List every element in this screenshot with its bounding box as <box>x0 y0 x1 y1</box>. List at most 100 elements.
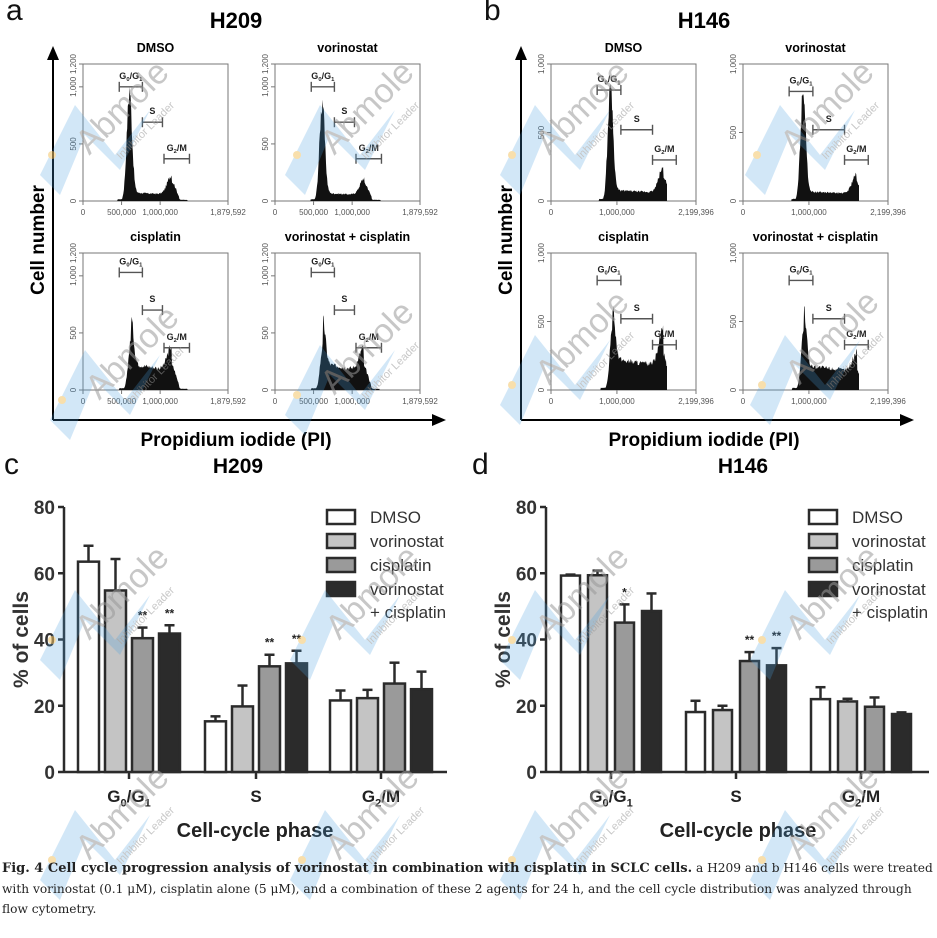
bar-dmso <box>684 710 707 774</box>
y-tick-label: 1,000 <box>537 242 546 263</box>
significance-marker: * <box>622 585 627 599</box>
bar-cisplatin <box>130 636 155 774</box>
panel-title: H209 <box>210 8 263 33</box>
legend: DMSO vorinostat cisplatin vorinostat + cispl… <box>325 508 446 622</box>
caption-body: a H209 and b H146 cells were treated wit… <box>2 861 933 916</box>
y-tick-label: 0 <box>537 198 546 203</box>
y-axis-arrowhead-icon <box>515 46 527 60</box>
x-tick-label: 1,000,000 <box>791 208 827 217</box>
legend-label: + cisplatin <box>852 603 928 622</box>
x-axis-label: Propidium iodide (PI) <box>140 430 331 450</box>
x-tick-label: 0 <box>741 397 746 406</box>
y-tick-label: 1,000 <box>69 265 78 286</box>
y-tick-label: 0 <box>261 198 270 203</box>
y-tick-label: 500 <box>537 125 546 139</box>
x-tick-label: G0/G1 <box>107 787 151 809</box>
y-tick-label: 0 <box>69 198 78 203</box>
legend-swatch <box>807 580 839 598</box>
gate-label: S <box>634 303 640 313</box>
x-tick-label: S <box>250 787 261 806</box>
histogram-subplot-3: vorinostat + cisplatin 0 500 1,000 0 1,000,00… <box>729 230 906 406</box>
y-tick-label: 80 <box>34 498 55 519</box>
gate-label: G2/M <box>654 329 674 341</box>
histogram-subplot-1: vorinostat 0 500 1,000 1,200 0 500,000 1,000,00… <box>261 41 438 217</box>
y-tick-label: 0 <box>261 387 270 392</box>
legend-swatch <box>325 532 357 550</box>
bar-vorinostat <box>103 589 128 774</box>
gate-label: S <box>826 114 832 124</box>
legend: DMSO vorinostat cisplatin vorinostat + cispl… <box>807 508 928 622</box>
y-tick-label: 1,200 <box>69 242 78 263</box>
x-tick-label: G2/M <box>842 787 880 809</box>
gate-label: G2/M <box>359 332 379 344</box>
legend-swatch <box>807 556 839 574</box>
bar-vorinostat-cisplatin <box>409 687 434 774</box>
gate-label: S <box>149 294 155 304</box>
x-tick-label: 500,000 <box>107 208 136 217</box>
legend-label: vorinostat <box>852 580 926 599</box>
bar-cisplatin <box>738 659 761 774</box>
x-tick-label: 0 <box>81 397 86 406</box>
gate-label: G0/G1 <box>789 75 813 87</box>
x-tick-label: 1,000,000 <box>334 397 370 406</box>
x-tick-label: 1,879,592 <box>210 397 246 406</box>
x-tick-label: 500,000 <box>299 397 328 406</box>
panel-a-h209-histograms: H209 Cell number Propidium iodide (PI) DMSO… <box>28 8 446 450</box>
legend-label: DMSO <box>370 508 421 527</box>
histogram-subplot-3: vorinostat + cisplatin 0 500 1,000 1,200 0 500… <box>261 230 438 406</box>
y-tick-label: 0 <box>526 763 537 784</box>
histogram-subplot-1: vorinostat 0 500 1,000 0 1,000,000 2,199,396 G0… <box>729 41 906 217</box>
y-axis-label: % of cells <box>492 591 515 688</box>
x-tick-label: 0 <box>549 397 554 406</box>
x-tick-label: 0 <box>81 208 86 217</box>
subplot-title: vorinostat + cisplatin <box>753 230 878 244</box>
legend-swatch <box>325 556 357 574</box>
y-tick-label: 1,000 <box>729 53 738 74</box>
bar-vorinostat <box>836 700 859 774</box>
plot-frame <box>82 63 229 202</box>
y-tick-label: 0 <box>729 387 738 392</box>
bar-vorinostat <box>711 708 734 774</box>
histogram-area <box>114 316 199 390</box>
bar-cisplatin <box>257 665 282 774</box>
panel-letter-a: a <box>6 0 23 27</box>
gate-label: G0/G1 <box>119 256 143 268</box>
x-tick-label: 1,000,000 <box>599 208 635 217</box>
x-tick-label: 1,000,000 <box>142 208 178 217</box>
gate-label: G0/G1 <box>311 256 335 268</box>
plot-frame <box>742 63 889 202</box>
y-tick-label: 20 <box>516 697 537 718</box>
y-tick-label: 60 <box>34 564 55 585</box>
y-tick-label: 1,000 <box>729 242 738 263</box>
x-axis-arrowhead-icon <box>900 414 914 426</box>
subplot-title: DMSO <box>137 41 175 55</box>
x-axis-label: Propidium iodide (PI) <box>608 430 799 450</box>
bar-vorinostat <box>355 696 380 774</box>
bar-vorinostat-cisplatin <box>890 712 913 774</box>
x-tick-label: G0/G1 <box>589 787 633 809</box>
histogram-area <box>774 306 859 390</box>
legend-swatch <box>325 580 357 598</box>
histogram-area <box>114 86 199 201</box>
gate-label: S <box>341 106 347 116</box>
histogram-subplot-2: cisplatin 0 500 1,000 0 1,000,000 2,199,396 G0/… <box>537 230 714 406</box>
x-tick-label: 2,199,396 <box>678 208 714 217</box>
caption-title: Fig. 4 Cell cycle progression analysis o… <box>2 861 693 876</box>
x-tick-label: 500,000 <box>299 208 328 217</box>
panel-letter-b: b <box>484 0 501 27</box>
x-tick-label: 1,000,000 <box>334 208 370 217</box>
bar-dmso <box>809 697 832 774</box>
y-axis-label: Cell number <box>28 185 49 295</box>
histogram-area <box>582 84 667 201</box>
legend-label: cisplatin <box>370 556 431 575</box>
y-tick-label: 40 <box>34 631 55 652</box>
histogram-area <box>774 93 859 201</box>
subplot-title: vorinostat <box>785 41 846 55</box>
bar-vorinostat <box>230 705 255 774</box>
y-tick-label: 1,200 <box>261 53 270 74</box>
subplot-title: DMSO <box>605 41 643 55</box>
x-tick-label: G2/M <box>362 787 400 809</box>
histogram-area <box>582 305 667 390</box>
y-axis-label: Cell number <box>496 185 517 295</box>
x-tick-label: 2,199,396 <box>870 208 906 217</box>
